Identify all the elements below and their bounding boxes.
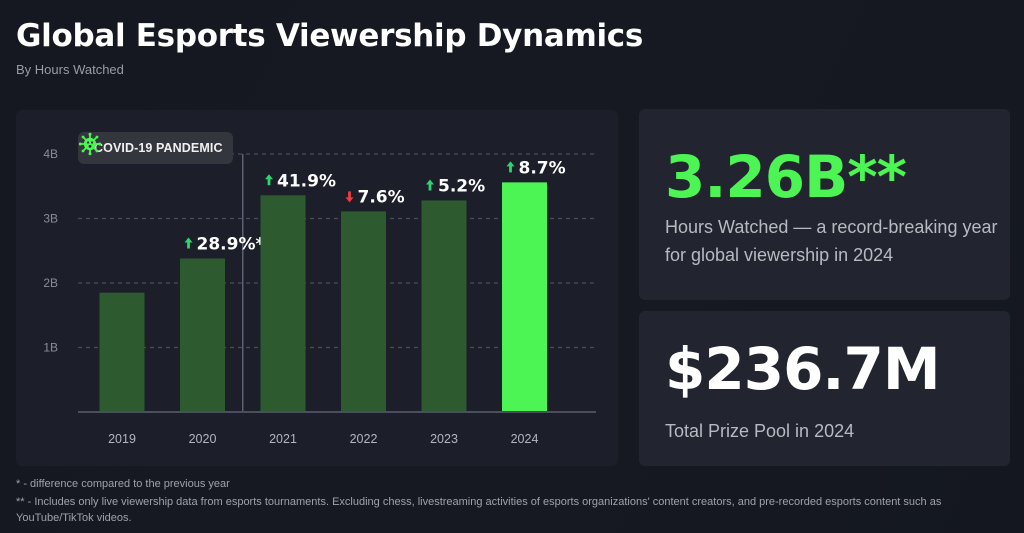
arrow-up-icon: [184, 237, 193, 249]
y-tick-label: 2B: [43, 276, 58, 290]
x-tick-label: 2021: [269, 432, 297, 446]
x-tick-label: 2020: [189, 432, 217, 446]
prize-pool-value: $236.7M: [665, 335, 941, 403]
prize-pool-description: Total Prize Pool in 2024: [665, 421, 855, 441]
change-label: 8.7%: [519, 158, 566, 178]
bar-2023: [421, 200, 467, 412]
bar-2019: [99, 292, 145, 412]
arrow-up-icon: [426, 179, 434, 191]
covid-annotation-label: COVID-19 PANDEMIC: [94, 141, 223, 155]
change-label: 5.2%: [438, 176, 485, 196]
change-label: 7.6%: [358, 187, 405, 207]
hours-watched-card: 3.26B** Hours Watched — a record-breakin…: [639, 109, 1010, 300]
y-tick-label: 1B: [43, 341, 58, 355]
bar-2021: [260, 195, 306, 412]
bar-2020: [180, 258, 225, 412]
x-tick-label: 2023: [430, 432, 458, 446]
x-tick-label: 2022: [350, 432, 378, 446]
arrow-up-icon: [506, 161, 515, 173]
page-subtitle: By Hours Watched: [16, 62, 124, 77]
footnote-1: * - difference compared to the previous …: [16, 478, 230, 490]
arrow-up-icon: [265, 174, 273, 186]
change-label: 41.9%: [277, 171, 336, 191]
hours-watched-description: Hours Watched — a record-breaking year f…: [665, 217, 998, 265]
footnotes: * - difference compared to the previous …: [16, 476, 1016, 526]
prize-pool-card: $236.7M Total Prize Pool in 2024: [639, 311, 1010, 466]
x-tick-label: 2024: [511, 432, 539, 446]
y-tick-label: 4B: [43, 147, 58, 161]
y-tick-label: 3B: [43, 212, 58, 226]
x-tick-label: 2019: [108, 432, 136, 446]
change-label: 28.9%*: [197, 234, 265, 254]
bar-chart: 1B 2B 3B 4B 2019 2020 28.9%* 2021 41.9% 2022 7.6% 2…: [43, 147, 596, 446]
covid-annotation: COVID-19 PANDEMIC: [78, 132, 233, 164]
bar-2022: [341, 211, 386, 412]
bar-2024: [502, 182, 547, 412]
footnote-2: ** - Includes only live viewership data …: [16, 496, 942, 524]
page-title: Global Esports Viewership Dynamics: [16, 18, 644, 54]
arrow-down-icon: [345, 191, 354, 203]
hours-watched-value: 3.26B**: [665, 143, 907, 211]
chart-panel: 1B 2B 3B 4B 2019 2020 28.9%* 2021 41.9% 2022 7.6% 2…: [16, 110, 618, 466]
